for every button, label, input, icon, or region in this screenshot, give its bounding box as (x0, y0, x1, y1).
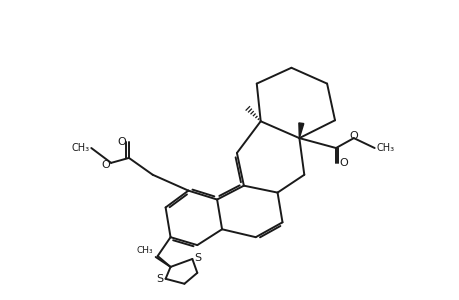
Text: O: O (349, 131, 358, 141)
Text: O: O (117, 137, 126, 147)
Text: S: S (194, 253, 201, 263)
Text: O: O (101, 160, 110, 170)
Text: CH₃: CH₃ (136, 246, 152, 255)
Text: S: S (156, 274, 163, 284)
Text: CH₃: CH₃ (71, 143, 89, 153)
Text: CH₃: CH₃ (376, 143, 394, 153)
Text: O: O (338, 158, 347, 168)
Polygon shape (298, 123, 303, 138)
